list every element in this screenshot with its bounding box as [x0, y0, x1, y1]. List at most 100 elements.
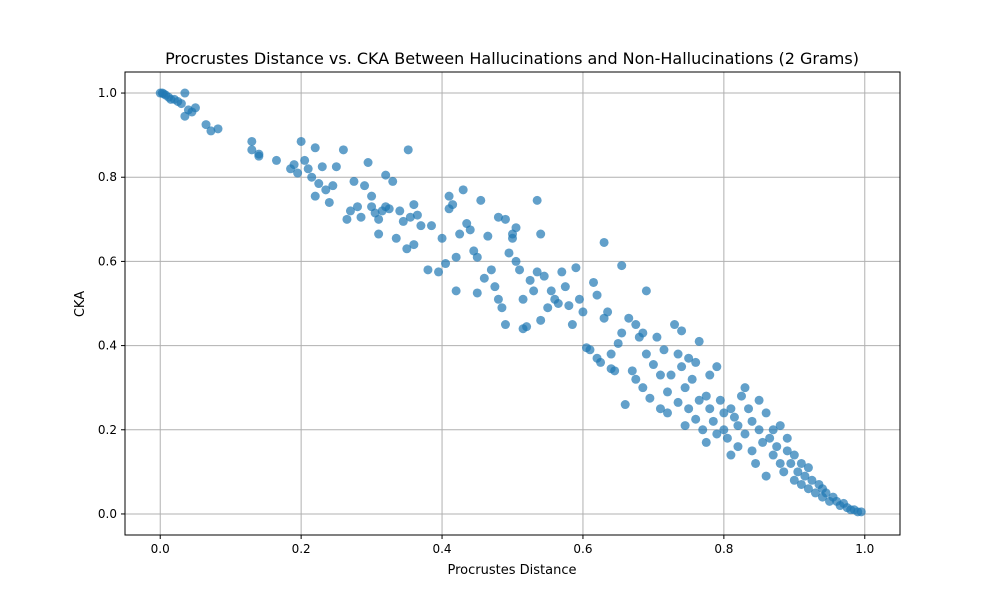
scatter-point — [455, 229, 465, 239]
scatter-point — [631, 320, 641, 330]
scatter-point — [296, 136, 306, 146]
scatter-point — [782, 446, 792, 456]
scatter-point — [627, 366, 637, 376]
scatter-point — [803, 463, 813, 473]
scatter-point — [511, 223, 521, 233]
scatter-point — [437, 233, 447, 243]
scatter-point — [641, 349, 651, 359]
scatter-point — [511, 256, 521, 266]
scatter-point — [782, 433, 792, 443]
scatter-point — [441, 259, 451, 269]
scatter-point — [768, 450, 778, 460]
scatter-point — [765, 433, 775, 443]
scatter-point — [712, 429, 722, 439]
scatter-point — [694, 336, 704, 346]
scatter-point — [374, 229, 384, 239]
scatter-point — [525, 275, 535, 285]
scatter-point — [539, 271, 549, 281]
plot-frame — [124, 71, 901, 536]
scatter-point — [673, 397, 683, 407]
scatter-point — [733, 421, 743, 431]
scatter-point — [388, 176, 398, 186]
scatter-point — [518, 294, 528, 304]
scatter-point — [426, 221, 436, 231]
scatter-point — [338, 145, 348, 155]
scatter-point — [599, 237, 609, 247]
axis-ticks: 0.0 0.2 0.4 0.6 0.8 1.0 0.0 0.2 0.4 0.6 0.8 1.0 — [98, 86, 874, 556]
y-tick-label: 0.4 — [98, 339, 117, 353]
scatter-point — [663, 387, 672, 397]
scatter-point — [726, 404, 736, 414]
scatter-point — [508, 233, 517, 243]
scatter-point — [803, 484, 813, 494]
scatter-point — [638, 383, 648, 393]
scatter-point — [247, 145, 257, 155]
scatter-point — [500, 214, 510, 224]
scatter-point — [363, 157, 373, 167]
scatter-point — [317, 162, 327, 172]
scatter-point — [655, 370, 665, 380]
scatter-point — [391, 233, 401, 243]
y-axis-label: CKA — [73, 291, 88, 317]
scatter-point — [349, 176, 359, 186]
scatter-point — [374, 214, 384, 224]
scatter-point — [761, 471, 771, 481]
scatter-point — [800, 471, 810, 481]
scatter-point — [307, 172, 317, 182]
scatter-point — [271, 155, 281, 165]
scatter-point — [652, 332, 662, 342]
y-tick-label: 0.0 — [98, 507, 117, 521]
scatter-point — [201, 120, 211, 130]
scatter-point — [694, 395, 704, 405]
scatter-point — [807, 475, 817, 485]
scatter-point — [434, 267, 444, 277]
scatter-point — [293, 168, 303, 178]
y-tick-label: 0.6 — [98, 254, 117, 268]
scatter-point — [680, 383, 690, 393]
scatter-points — [155, 88, 866, 517]
scatter-point — [740, 383, 750, 393]
scatter-point — [254, 151, 264, 161]
scatter-point — [367, 191, 377, 201]
scatter-point — [497, 303, 507, 313]
scatter-point — [557, 267, 567, 277]
scatter-point — [451, 286, 461, 296]
scatter-point — [796, 458, 806, 468]
scatter-point — [772, 442, 782, 452]
scatter-point — [472, 252, 482, 262]
scatter-point — [321, 185, 331, 195]
scatter-point — [754, 395, 764, 405]
x-tick-label: 0.8 — [714, 542, 733, 556]
scatter-point — [409, 200, 419, 210]
scatter-point — [754, 425, 764, 435]
scatter-point — [624, 313, 634, 323]
x-tick-label: 0.0 — [151, 542, 170, 556]
scatter-point — [416, 221, 426, 231]
y-tick-label: 1.0 — [98, 86, 117, 100]
scatter-point — [543, 303, 553, 313]
scatter-point — [796, 479, 806, 489]
scatter-point — [648, 360, 658, 370]
scatter-point — [303, 164, 313, 174]
scatter-point — [356, 212, 366, 222]
scatter-point — [384, 204, 394, 214]
scatter-point — [328, 181, 338, 191]
scatter-point — [789, 450, 799, 460]
scatter-point — [701, 437, 711, 447]
scatter-point — [645, 393, 655, 403]
scatter-point — [744, 404, 754, 414]
scatter-point — [529, 286, 539, 296]
scatter-point — [747, 446, 757, 456]
scatter-point — [691, 357, 701, 367]
scatter-point — [486, 265, 496, 275]
scatter-point — [613, 338, 623, 348]
x-axis-label: Procrustes Distance — [448, 563, 577, 578]
scatter-point — [405, 212, 415, 222]
scatter-point — [472, 288, 482, 298]
scatter-point — [620, 400, 630, 410]
scatter-point — [705, 370, 715, 380]
scatter-point — [729, 412, 739, 422]
scatter-point — [775, 421, 785, 431]
scatter-point — [758, 437, 768, 447]
scatter-point — [180, 88, 190, 98]
